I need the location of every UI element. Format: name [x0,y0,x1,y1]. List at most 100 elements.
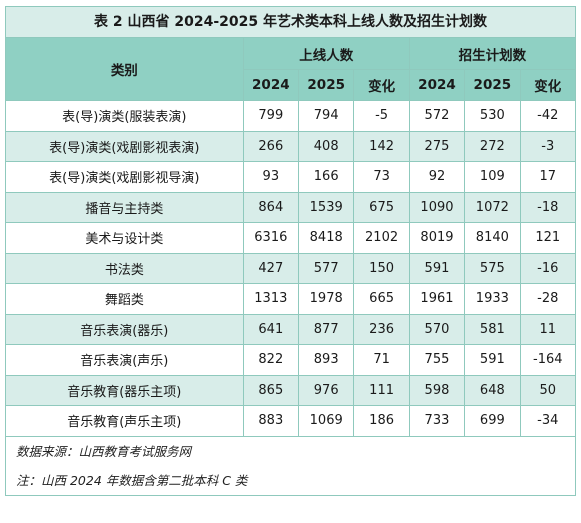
value-cell: 577 [298,252,355,284]
value-cell: 166 [298,161,355,193]
category-cell: 音乐表演(声乐) [5,344,244,376]
category-cell: 表(导)演类(戏剧影视表演) [5,130,244,162]
value-cell: 822 [242,344,300,376]
value-cell: -16 [519,252,577,284]
value-cell: 598 [408,374,466,406]
table-row: 表(导)演类(戏剧影视表演) 266 408 142 275 272 -3 [5,130,577,162]
header-admitted: 上线人数 [242,37,410,70]
category-cell: 美术与设计类 [5,222,244,254]
header-sub: 变化 [519,69,577,101]
table-row: 播音与主持类 864 1539 675 1090 1072 -18 [5,191,577,223]
value-cell: 236 [353,313,410,345]
value-cell: 865 [242,374,300,406]
value-cell: 591 [408,252,466,284]
value-cell: 6316 [242,222,300,254]
value-cell: 733 [408,405,466,437]
value-cell: 1961 [408,283,466,315]
header-category: 类别 [5,37,244,101]
value-cell: -164 [519,344,577,376]
category-cell: 表(导)演类(戏剧影视导演) [5,161,244,193]
value-cell: 1069 [298,405,355,437]
header-sub: 2025 [464,69,521,101]
value-cell: 408 [298,130,355,162]
value-cell: 142 [353,130,410,162]
value-cell: 427 [242,252,300,284]
table-row: 舞蹈类 1313 1978 665 1961 1933 -28 [5,283,577,315]
category-cell: 音乐表演(器乐) [5,313,244,345]
data-table: 类别 上线人数 招生计划数 2024 2025 变化 2024 2025 变化 … [5,37,577,437]
value-cell: 1539 [298,191,355,223]
category-cell: 书法类 [5,252,244,284]
table-row: 表(导)演类(服装表演) 799 794 -5 572 530 -42 [5,100,577,132]
value-cell: 1313 [242,283,300,315]
category-cell: 舞蹈类 [5,283,244,315]
source-note: 数据来源：山西教育考试服务网 [16,443,192,459]
value-cell: 572 [408,100,466,132]
table-row: 音乐教育(声乐主项) 883 1069 186 733 699 -34 [5,405,577,437]
value-cell: 109 [464,161,521,193]
table-row: 音乐表演(声乐) 822 893 71 755 591 -164 [5,344,577,376]
value-cell: 530 [464,100,521,132]
value-cell: 699 [464,405,521,437]
category-cell: 音乐教育(声乐主项) [5,405,244,437]
value-cell: 8140 [464,222,521,254]
value-cell: 93 [242,161,300,193]
value-cell: 648 [464,374,521,406]
value-cell: 150 [353,252,410,284]
value-cell: 17 [519,161,577,193]
value-cell: 575 [464,252,521,284]
value-cell: -28 [519,283,577,315]
value-cell: 641 [242,313,300,345]
value-cell: -3 [519,130,577,162]
header-sub: 2024 [408,69,466,101]
footnote: 注：山西 2024 年数据含第二批本科 C 类 [16,472,248,488]
header-sub: 2025 [298,69,355,101]
category-cell: 表(导)演类(服装表演) [5,100,244,132]
value-cell: 121 [519,222,577,254]
value-cell: 893 [298,344,355,376]
value-cell: 1072 [464,191,521,223]
header-sub: 2024 [242,69,300,101]
value-cell: 186 [353,405,410,437]
value-cell: -18 [519,191,577,223]
value-cell: 1090 [408,191,466,223]
value-cell: 675 [353,191,410,223]
table-row: 书法类 427 577 150 591 575 -16 [5,252,577,284]
value-cell: -42 [519,100,577,132]
value-cell: 665 [353,283,410,315]
value-cell: 73 [353,161,410,193]
value-cell: 883 [242,405,300,437]
table-title: 表 2 山西省 2024-2025 年艺术类本科上线人数及招生计划数 [5,6,576,37]
table-row: 音乐表演(器乐) 641 877 236 570 581 11 [5,313,577,345]
value-cell: -34 [519,405,577,437]
value-cell: 266 [242,130,300,162]
table-row: 美术与设计类 6316 8418 2102 8019 8140 121 [5,222,577,254]
value-cell: 2102 [353,222,410,254]
notes: 数据来源：山西教育考试服务网 注：山西 2024 年数据含第二批本科 C 类 [5,436,576,496]
data-table-card: 表 2 山西省 2024-2025 年艺术类本科上线人数及招生计划数 类别 上线… [5,6,577,519]
value-cell: 1933 [464,283,521,315]
table-row: 表(导)演类(戏剧影视导演) 93 166 73 92 109 17 [5,161,577,193]
header-sub: 变化 [353,69,410,101]
value-cell: 92 [408,161,466,193]
value-cell: 755 [408,344,466,376]
value-cell: 794 [298,100,355,132]
value-cell: 976 [298,374,355,406]
category-cell: 播音与主持类 [5,191,244,223]
value-cell: 272 [464,130,521,162]
header-plan: 招生计划数 [408,37,577,70]
category-cell: 音乐教育(器乐主项) [5,374,244,406]
value-cell: 71 [353,344,410,376]
value-cell: 864 [242,191,300,223]
value-cell: 877 [298,313,355,345]
value-cell: 799 [242,100,300,132]
value-cell: 8418 [298,222,355,254]
table-row: 音乐教育(器乐主项) 865 976 111 598 648 50 [5,374,577,406]
value-cell: 111 [353,374,410,406]
table-body: 表(导)演类(服装表演) 799 794 -5 572 530 -42 表(导)演类(戏剧影视… [5,100,577,437]
value-cell: 581 [464,313,521,345]
value-cell: 50 [519,374,577,406]
value-cell: 591 [464,344,521,376]
value-cell: 570 [408,313,466,345]
value-cell: 1978 [298,283,355,315]
